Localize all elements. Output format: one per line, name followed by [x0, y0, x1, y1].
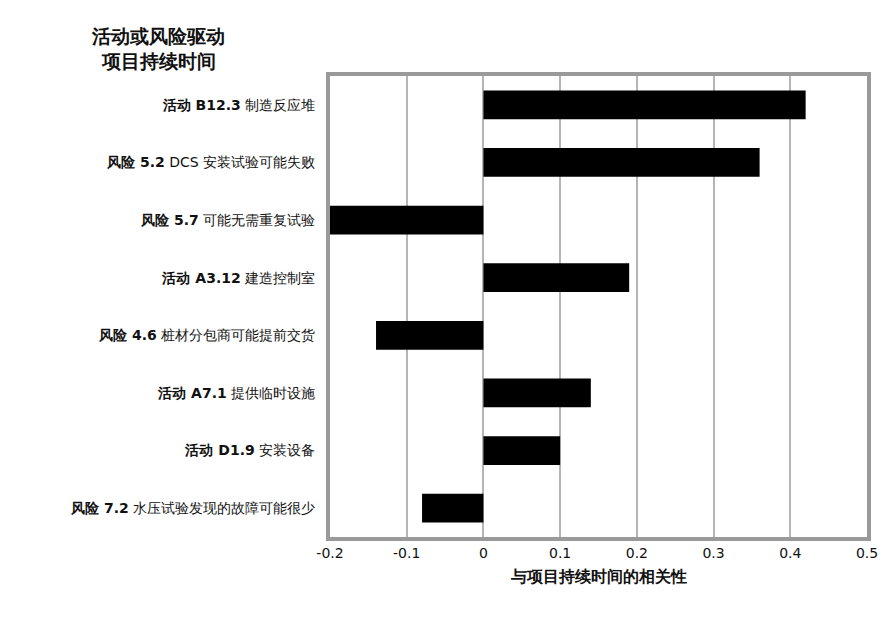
- svg-text:活动 A3.12 建造控制室: 活动 A3.12 建造控制室: [161, 270, 315, 286]
- svg-text:风险 4.6 桩材分包商可能提前交货: 风险 4.6 桩材分包商可能提前交货: [98, 327, 315, 343]
- svg-text:0.3: 0.3: [702, 545, 724, 561]
- svg-text:0.4: 0.4: [779, 545, 801, 561]
- svg-text:0.1: 0.1: [549, 545, 571, 561]
- svg-text:活动或风险驱动项目持续时间: 活动或风险驱动项目持续时间: [91, 25, 225, 72]
- svg-text:活动 D1.9 安装设备: 活动 D1.9 安装设备: [184, 442, 315, 458]
- svg-text:-0.1: -0.1: [393, 545, 420, 561]
- svg-text:风险 5.7 可能无需重复试验: 风险 5.7 可能无需重复试验: [140, 212, 315, 228]
- svg-text:活动 B12.3 制造反应堆: 活动 B12.3 制造反应堆: [162, 97, 316, 113]
- svg-text:风险 7.2 水压试验发现的故障可能很少: 风险 7.2 水压试验发现的故障可能很少: [70, 500, 315, 516]
- svg-text:风险 5.2 DCS 安装试验可能失败: 风险 5.2 DCS 安装试验可能失败: [106, 154, 315, 170]
- svg-text:活动 A7.1 提供临时设施: 活动 A7.1 提供临时设施: [157, 385, 315, 401]
- svg-text:-0.2: -0.2: [316, 545, 343, 561]
- svg-text:0.5: 0.5: [856, 545, 878, 561]
- svg-text:0: 0: [479, 545, 488, 561]
- svg-text:0.2: 0.2: [626, 545, 648, 561]
- svg-text:与项目持续时间的相关性: 与项目持续时间的相关性: [510, 567, 687, 586]
